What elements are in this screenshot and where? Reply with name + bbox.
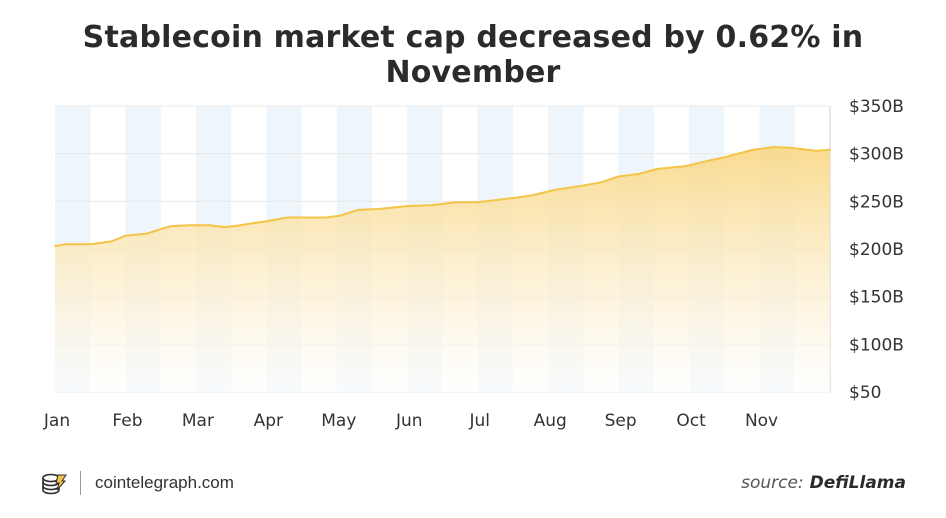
data-point [110, 240, 113, 243]
data-point [727, 155, 729, 158]
data-point [829, 149, 831, 151]
x-tick-label: Nov [745, 411, 778, 431]
x-tick-label: Jan [43, 411, 70, 431]
y-tick-label: $200B [849, 240, 904, 260]
data-point [684, 165, 687, 167]
data-point [64, 243, 67, 246]
source-prefix: source: [741, 473, 804, 493]
x-tick-label: Apr [254, 411, 283, 431]
data-point [54, 245, 56, 247]
x-tick-label: Jun [395, 411, 423, 431]
data-point [617, 175, 620, 178]
area-fill [55, 147, 830, 392]
y-axis-ticks: $50 $100B $150B $200B $250B $300B $350B [849, 97, 904, 403]
data-point [476, 201, 479, 204]
y-tick-label: $350B [849, 97, 904, 117]
data-point [325, 216, 328, 219]
x-tick-label: May [321, 411, 356, 431]
source: source: DefiLlama [741, 466, 906, 500]
data-point [233, 225, 236, 227]
chart-title: Stablecoin market cap decreased by 0.62%… [82, 20, 864, 90]
x-tick-label: Jul [468, 411, 490, 431]
y-tick-label: $300B [849, 145, 904, 165]
data-point [638, 172, 641, 175]
source-name: DefiLlama [809, 473, 906, 493]
data-point [209, 224, 211, 226]
data-point [304, 216, 306, 219]
y-tick-label: $250B [849, 192, 904, 212]
data-point [188, 224, 190, 226]
data-point [406, 205, 409, 207]
x-axis-ticks: Jan Feb Mar Apr May Jun Jul Aug Sep Oct Nov [43, 411, 778, 431]
data-point [600, 181, 602, 184]
data-point [431, 204, 433, 206]
footer: cointelegraph.com source: DefiLlama [40, 466, 906, 500]
brand: cointelegraph.com [40, 466, 234, 500]
data-point [124, 234, 127, 237]
data-point [378, 208, 380, 210]
data-point [790, 147, 793, 149]
data-point [751, 149, 754, 151]
area-series [54, 146, 831, 392]
x-tick-label: Sep [605, 411, 637, 431]
data-point [554, 189, 557, 191]
data-point [223, 226, 225, 228]
data-point [286, 216, 289, 219]
x-tick-label: Mar [182, 411, 214, 431]
coin-stack-icon [42, 473, 67, 495]
x-tick-label: Aug [534, 411, 567, 431]
data-point [815, 150, 817, 152]
data-point [508, 197, 511, 200]
brand-separator [80, 471, 81, 495]
data-point [656, 168, 659, 170]
data-point [89, 243, 92, 246]
data-point [265, 220, 268, 223]
data-point [579, 185, 581, 187]
data-point [339, 214, 342, 217]
data-point [251, 222, 254, 225]
y-tick-label: $100B [849, 335, 904, 355]
x-tick-label: Oct [676, 411, 706, 431]
brand-text[interactable]: cointelegraph.com [95, 473, 234, 492]
y-tick-label: $150B [849, 288, 904, 308]
data-point [709, 159, 712, 162]
series-line [54, 146, 831, 248]
data-point [145, 232, 148, 235]
y-tick-label: $50 [849, 383, 881, 403]
data-point [772, 146, 775, 148]
data-point [529, 194, 532, 197]
x-tick-label: Feb [112, 411, 142, 431]
data-point [357, 209, 359, 211]
data-point [170, 225, 173, 227]
data-point [455, 201, 458, 204]
data-point [163, 227, 166, 229]
